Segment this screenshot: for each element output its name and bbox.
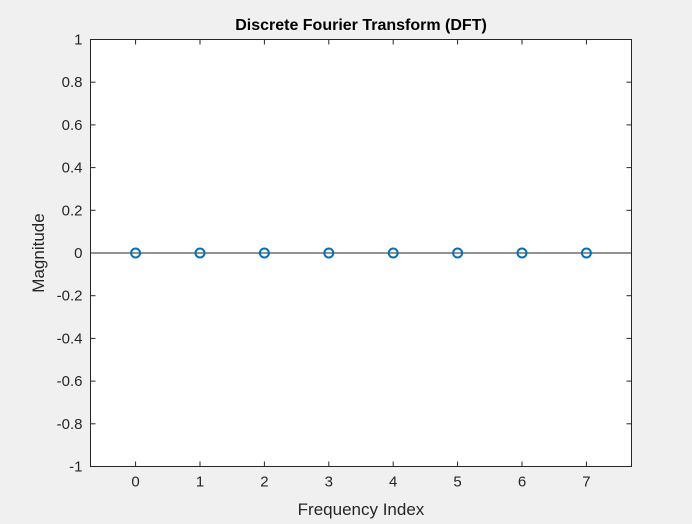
x-tick-label: 3 (325, 474, 333, 491)
chart-title: Discrete Fourier Transform (DFT) (235, 17, 487, 34)
y-axis-label: Magnitude (29, 213, 48, 292)
stem-marker (194, 247, 206, 259)
stem-marker (516, 247, 528, 259)
x-axis-ticks: 0 1 2 3 4 5 6 7 (131, 39, 591, 491)
y-tick-label: -0.6 (57, 373, 83, 390)
y-tick-label: 0 (74, 245, 82, 262)
markers-layer (130, 247, 592, 259)
y-tick-label: -0.2 (57, 288, 83, 305)
y-tick-label: 0.2 (62, 202, 83, 219)
stem-marker (130, 247, 142, 259)
y-axis-ticks: -1 -0.8 -0.6 -0.4 -0.2 0 0.2 0.4 0.6 0.8 1 (57, 32, 632, 476)
stem-marker (387, 247, 399, 259)
x-tick-label: 6 (518, 474, 526, 491)
y-tick-label: 0.6 (62, 117, 83, 134)
x-tick-label: 2 (260, 474, 268, 491)
x-axis-label: Frequency Index (298, 500, 425, 519)
y-tick-label: 0.8 (62, 74, 83, 91)
x-tick-label: 4 (389, 474, 397, 491)
stem-marker (452, 247, 464, 259)
y-tick-label: -1 (69, 459, 82, 476)
y-tick-label: 1 (74, 32, 82, 49)
y-tick-label: -0.8 (57, 416, 83, 433)
stem-marker (258, 247, 270, 259)
x-tick-label: 1 (196, 474, 204, 491)
stem-marker (580, 247, 592, 259)
stem-marker (323, 247, 335, 259)
x-tick-label: 7 (582, 474, 590, 491)
y-tick-label: 0.4 (62, 160, 83, 177)
x-tick-label: 5 (453, 474, 461, 491)
x-tick-label: 0 (131, 474, 139, 491)
y-tick-label: -0.4 (57, 330, 83, 347)
